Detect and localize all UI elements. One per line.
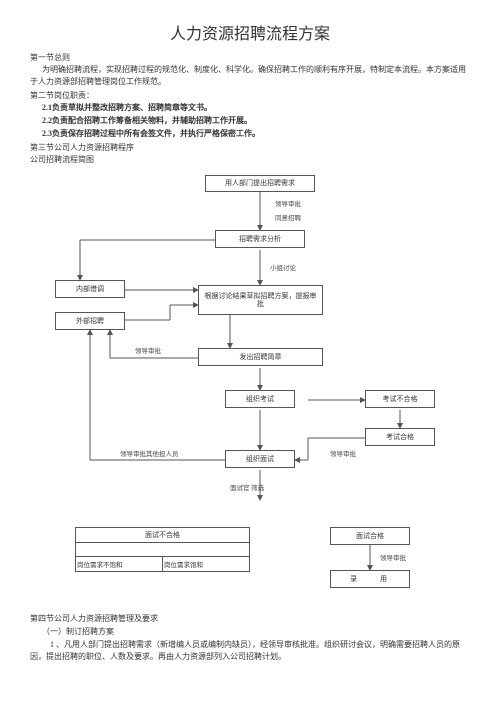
section1-head: 第一节总则 (30, 52, 470, 63)
flow-box-10: 组织面试 (225, 450, 295, 468)
flow-box-8: 考试不合格 (365, 390, 435, 408)
section4-para: 1 、凡用人部门提出招聘需求（新增编人员或编制内缺员），经领导审核批准。组织研讨… (30, 639, 470, 663)
flow-label-5: 领导审批其他担人员 (120, 448, 179, 458)
flow-label-3: 小组讨论 (270, 262, 296, 272)
flow-label-6: 领导审批 (330, 448, 356, 458)
flow-box-1: 用人部门提出招聘需求 (205, 175, 315, 192)
page-title: 人力资源招聘流程方案 (30, 20, 470, 44)
section2-item3: 2.3负责保存招聘过程中所有会签文件，并执行严格保密工作。 (30, 128, 470, 140)
flow-label-1: 领导审批 (275, 198, 301, 208)
bottom-arrows (30, 522, 470, 612)
section4-sub: （一）制订招聘方案 (30, 626, 470, 638)
section1-para: 为明确招聘流程，实现招聘过程的规范化、制度化、科学化。确保招聘工作的顺利有序开展… (30, 64, 470, 88)
flow-box-9: 考试合格 (365, 428, 435, 446)
flow-box-2: 招聘需求分析 (215, 230, 305, 248)
flow-label-7: 面试官 筛选 (230, 482, 264, 492)
flow-box-6: 发出招聘简章 (198, 348, 323, 366)
flow-box-3: 内部借调 (55, 280, 125, 298)
flow-label-2: 同意招聘 (275, 212, 301, 222)
section2-head: 第二节岗位职责： (30, 90, 470, 101)
section2-item1: 2.1负责草拟并整改招聘方案、招聘简章等文书。 (30, 102, 470, 114)
section4-head: 第四节公司人力资源招聘管理及要求 (30, 613, 470, 625)
section3-head: 第三节公司人力资源招聘程序 (30, 142, 470, 153)
section3-sub: 公司招聘流程简图 (30, 154, 470, 166)
flowchart: 用人部门提出招聘需求 领导审批 同意招聘 招聘需求分析 小组讨论 内部借调 外部… (30, 170, 470, 520)
flow-box-4: 外部招聘 (55, 312, 125, 330)
flow-label-4: 领导审批 (135, 345, 161, 355)
bottom-diagrams: 面试不合格 岗位需求不饱和 岗位需求饱和 面试合格 领导审批 录 用 (30, 522, 470, 612)
flow-box-5: 根据讨论结果草拟招聘方案，提报审批 (198, 285, 323, 315)
flow-box-7: 组织考试 (225, 390, 295, 408)
section2-item2: 2.2负责配合招聘工作筹备相关物料，并辅助招聘工作开展。 (30, 115, 470, 127)
